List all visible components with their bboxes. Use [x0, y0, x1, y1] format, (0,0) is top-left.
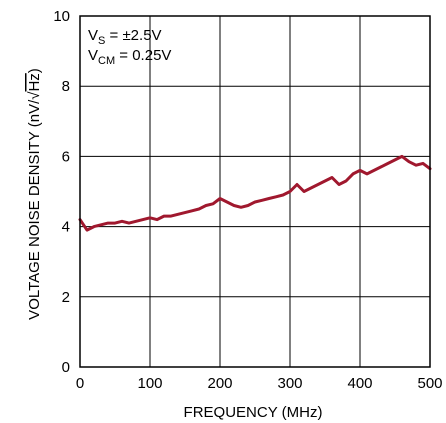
- x-tick-label: 400: [347, 375, 372, 392]
- x-tick-label: 100: [137, 375, 162, 392]
- x-axis-title: FREQUENCY (MHz): [184, 404, 323, 421]
- x-tick-label: 200: [207, 375, 232, 392]
- y-axis-title: VOLTAGE NOISE DENSITY (nV/√Hz): [26, 68, 43, 320]
- x-tick-label: 500: [417, 375, 442, 392]
- y-tick-label: 10: [53, 8, 70, 25]
- annotation-vs: VS = ±2.5V: [88, 27, 162, 47]
- x-tick-label: 0: [76, 375, 84, 392]
- y-tick-label: 0: [62, 359, 70, 376]
- plot-frame: [79, 15, 431, 368]
- tick-labels: 0 100 200 300 400 500 0 2 4 6 8 10: [53, 8, 442, 392]
- annotation-vcm: VCM = 0.25V: [88, 47, 171, 67]
- y-tick-label: 4: [62, 219, 70, 236]
- noise-trace-line: [78, 154, 432, 232]
- grid-lines: [80, 16, 430, 367]
- x-tick-label: 300: [277, 375, 302, 392]
- y-tick-label: 2: [62, 289, 70, 306]
- y-tick-label: 6: [62, 148, 70, 165]
- y-tick-label: 8: [62, 78, 70, 95]
